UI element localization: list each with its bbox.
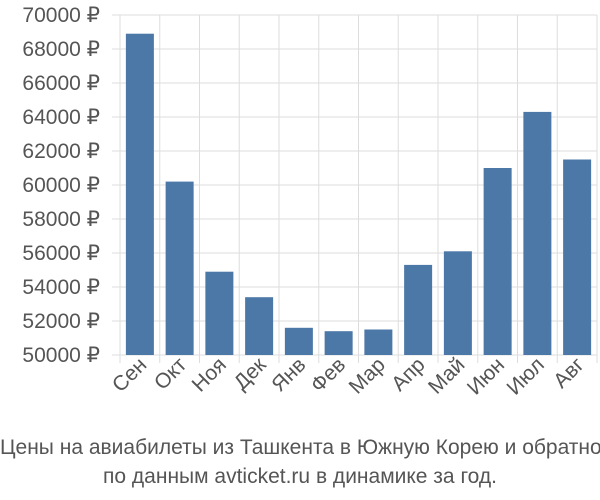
y-tick-label: 68000 ₽ — [22, 38, 100, 61]
x-tick-label: Мар — [345, 353, 390, 398]
bar-5 — [284, 327, 313, 355]
bar-9 — [443, 251, 472, 355]
x-tick-label: Ноя — [188, 353, 231, 396]
x-tick-label: Фев — [306, 353, 350, 397]
x-tick-label: Авг — [549, 353, 589, 393]
bar-11 — [523, 111, 552, 356]
chart-caption-line-1: Цены на авиабилеты из Ташкента в Южную К… — [0, 436, 600, 459]
bar-8 — [404, 264, 433, 355]
x-tick-label: Янв — [267, 353, 310, 396]
y-tick-label: 64000 ₽ — [22, 106, 100, 129]
y-tick-label: 60000 ₽ — [22, 174, 100, 197]
y-tick-label: 58000 ₽ — [22, 208, 100, 231]
x-tick-label: Окт — [150, 353, 192, 395]
bar-4 — [245, 297, 274, 355]
x-tick-label: Сен — [108, 353, 151, 396]
x-tick-label: Май — [424, 353, 469, 398]
y-tick-label: 54000 ₽ — [22, 276, 100, 299]
bar-6 — [324, 331, 353, 355]
x-tick-label: Июн — [463, 353, 509, 399]
y-tick-label: 56000 ₽ — [22, 242, 100, 265]
bar-1 — [125, 33, 154, 355]
bar-2 — [165, 181, 194, 355]
chart-caption-line-2: по данным avticket.ru в динамике за год. — [103, 465, 497, 488]
bar-7 — [364, 329, 393, 355]
x-tick-label: Дек — [230, 353, 272, 395]
x-tick-label: Апр — [387, 353, 429, 395]
bar-chart: 50000 ₽ 52000 ₽ 54000 ₽ 56000 ₽ 58000 ₽ 60000… — [22, 4, 598, 400]
y-tick-label: 70000 ₽ — [22, 4, 100, 27]
bars — [125, 33, 592, 356]
y-axis: 50000 ₽ 52000 ₽ 54000 ₽ 56000 ₽ 58000 ₽ 60000… — [22, 4, 100, 367]
x-tick-label: Июл — [502, 353, 548, 399]
y-tick-label: 52000 ₽ — [22, 310, 100, 333]
bar-3 — [205, 271, 234, 355]
y-tick-label: 50000 ₽ — [22, 344, 100, 367]
y-tick-label: 62000 ₽ — [22, 140, 100, 163]
bar-10 — [483, 168, 512, 355]
bar-12 — [563, 159, 592, 355]
y-tick-label: 66000 ₽ — [22, 72, 100, 95]
